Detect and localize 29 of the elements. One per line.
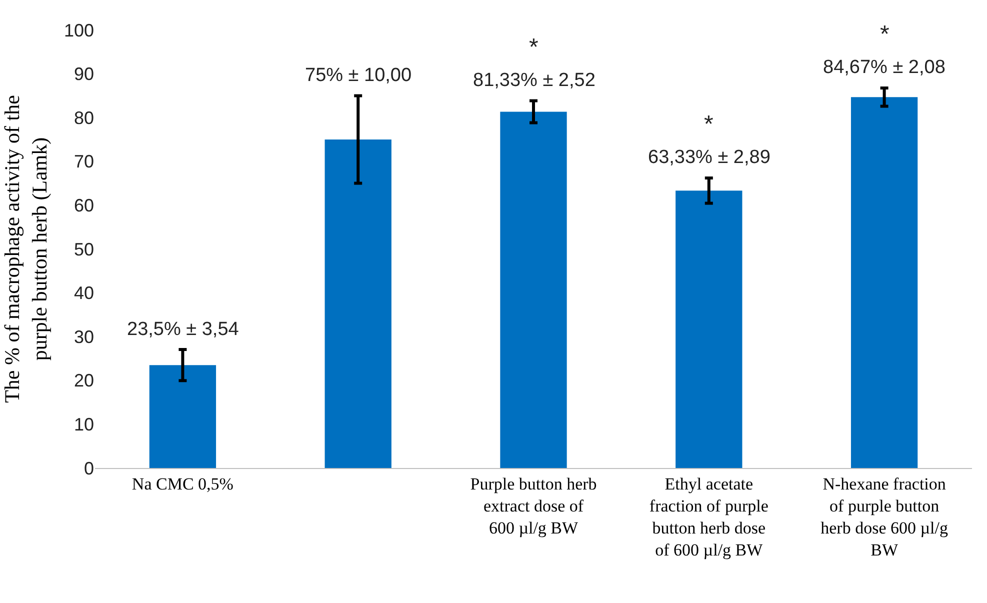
- y-tick-label: 30: [74, 326, 94, 347]
- y-tick-label: 40: [74, 283, 94, 304]
- bar: [149, 365, 216, 468]
- data-label: 75% ± 10,00: [305, 65, 412, 86]
- bar: [850, 97, 918, 468]
- y-tick-label: 100: [64, 20, 94, 40]
- data-label: 81,33% ± 2,52: [473, 70, 596, 91]
- y-tick-label: 10: [74, 414, 94, 434]
- x-tick-label: Ethyl acetate fraction of purple button herb dose of 600 µl/g BW: [649, 474, 768, 560]
- data-label: 84,67% ± 2,08: [823, 57, 946, 78]
- data-label: 23,5% ± 3,54: [127, 319, 240, 340]
- annotation: *: [880, 21, 890, 48]
- y-tick-label: 0: [84, 458, 94, 478]
- annotation: *: [704, 111, 714, 138]
- y-tick-label: 70: [74, 152, 94, 172]
- bar: [324, 140, 392, 468]
- y-tick-label: 20: [74, 370, 94, 391]
- x-tick-label: Na CMC 0,5%: [132, 474, 234, 494]
- bar: [676, 190, 742, 468]
- y-tick-label: 60: [74, 196, 94, 216]
- y-tick-label: 80: [74, 108, 94, 128]
- x-tick-label: N-hexane fraction of purple button herb dose 600 µl/g BW: [820, 474, 948, 560]
- bar: [500, 112, 567, 468]
- x-tick-label: Purple button herb extract dose of 600 µl/g BW: [470, 474, 597, 538]
- y-tick-label: 50: [74, 239, 94, 260]
- y-axis-title: The % of macrophage activity of the purple button herb (Lamk): [0, 95, 52, 403]
- y-tick-label: 90: [74, 64, 94, 84]
- data-label: 63,33% ± 2,89: [648, 147, 770, 168]
- annotation: *: [529, 34, 538, 61]
